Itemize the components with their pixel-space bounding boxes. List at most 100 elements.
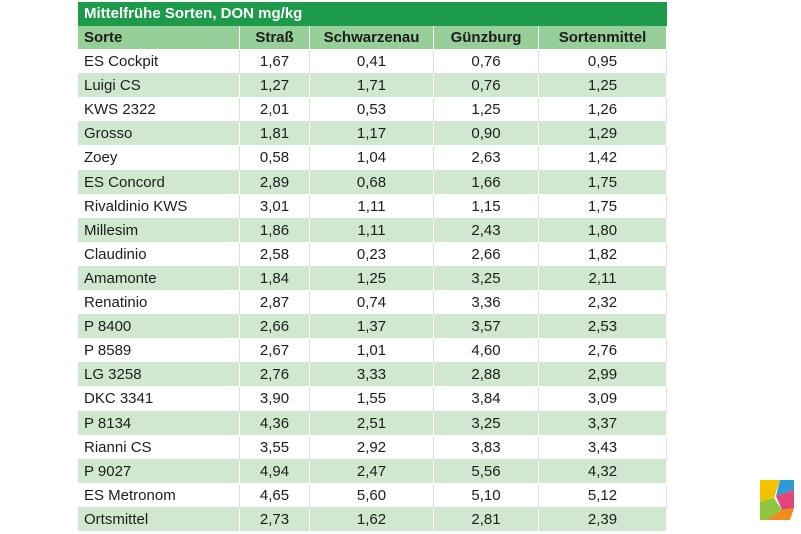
cell-guenzburg: 2,43 [434,218,539,243]
header-schwarzenau: Schwarzenau [310,26,434,51]
cell-guenzburg: 2,81 [434,507,539,532]
cell-strass: 1,84 [240,266,310,292]
cell-sortenmittel: 5,12 [539,483,667,508]
cell-guenzburg: 2,66 [434,242,539,267]
cell-sortenmittel: 1,80 [539,218,667,243]
cell-sortenmittel: 2,99 [539,363,667,388]
cell-guenzburg: 1,66 [434,170,539,195]
cell-guenzburg: 5,10 [434,483,539,508]
cell-sortenmittel: 2,53 [539,315,667,340]
cell-sorte: Grosso [78,122,240,147]
cell-strass: 4,94 [240,459,310,484]
cell-guenzburg: 3,57 [434,315,539,340]
cell-strass: 1,86 [240,218,310,243]
cell-sorte: Zoey [78,146,240,171]
cell-sortenmittel: 3,37 [539,411,667,436]
cell-sorte: Rivaldinio KWS [78,194,240,219]
header-guenzburg: Günzburg [434,26,539,51]
cell-strass: 2,01 [240,98,310,123]
cell-schwarzenau: 2,47 [310,459,434,484]
header-sortenmittel: Sortenmittel [539,26,667,51]
table-title: Mittelfrühe Sorten, DON mg/kg [78,2,667,26]
cell-guenzburg: 0,90 [434,122,539,147]
cell-strass: 4,36 [240,411,310,436]
cell-schwarzenau: 0,74 [310,291,434,316]
cell-guenzburg: 2,88 [434,363,539,388]
cell-sortenmittel: 0,95 [539,50,667,75]
cell-sortenmittel: 1,26 [539,98,667,123]
cell-strass: 1,81 [240,122,310,147]
data-table: Mittelfrühe Sorten, DON mg/kg Sorte Stra… [78,2,667,532]
cell-strass: 2,87 [240,291,310,316]
cell-sorte: Amamonte [78,266,240,292]
cell-schwarzenau: 0,68 [310,170,434,195]
header-strass: Straß [240,26,310,51]
cell-sorte: KWS 2322 [78,98,240,123]
cell-sorte: Millesim [78,218,240,243]
table-grid: Sorte Straß Schwarzenau Günzburg Sortenm… [78,26,667,532]
cell-schwarzenau: 0,23 [310,242,434,267]
cell-guenzburg: 3,25 [434,411,539,436]
cell-sortenmittel: 2,32 [539,291,667,316]
cell-schwarzenau: 1,25 [310,266,434,292]
cell-schwarzenau: 1,11 [310,218,434,243]
cell-sortenmittel: 2,39 [539,507,667,532]
cell-sortenmittel: 1,75 [539,194,667,219]
cell-sortenmittel: 1,42 [539,146,667,171]
cell-sorte: Ortsmittel [78,507,240,532]
cell-schwarzenau: 1,04 [310,146,434,171]
cell-guenzburg: 3,36 [434,291,539,316]
cell-guenzburg: 4,60 [434,339,539,364]
cell-strass: 2,73 [240,507,310,532]
cell-sorte: ES Metronom [78,483,240,508]
cell-sortenmittel: 3,09 [539,387,667,412]
cell-sorte: DKC 3341 [78,387,240,412]
cell-guenzburg: 2,63 [434,146,539,171]
cell-schwarzenau: 1,71 [310,74,434,99]
cell-sortenmittel: 1,82 [539,242,667,267]
header-sorte: Sorte [78,26,240,51]
cell-sortenmittel: 3,43 [539,435,667,460]
cell-strass: 1,27 [240,74,310,99]
cell-sortenmittel: 2,76 [539,339,667,364]
cell-guenzburg: 1,15 [434,194,539,219]
cell-schwarzenau: 0,41 [310,50,434,75]
cell-sorte: Luigi CS [78,74,240,99]
cell-sorte: P 8134 [78,411,240,436]
cell-sortenmittel: 1,75 [539,170,667,195]
cell-sorte: P 8589 [78,339,240,364]
publisher-logo-icon [760,480,794,520]
cell-sortenmittel: 1,25 [539,74,667,99]
cell-strass: 2,89 [240,170,310,195]
cell-sortenmittel: 2,11 [539,266,667,292]
cell-sorte: Renatinio [78,291,240,316]
cell-sortenmittel: 1,29 [539,122,667,147]
cell-guenzburg: 0,76 [434,74,539,99]
cell-sorte: LG 3258 [78,363,240,388]
cell-sorte: ES Cockpit [78,50,240,75]
cell-strass: 4,65 [240,483,310,508]
cell-guenzburg: 3,25 [434,266,539,292]
cell-sortenmittel: 4,32 [539,459,667,484]
cell-strass: 3,01 [240,194,310,219]
cell-schwarzenau: 1,55 [310,387,434,412]
cell-strass: 2,76 [240,363,310,388]
cell-sorte: P 8400 [78,315,240,340]
cell-sorte: ES Concord [78,170,240,195]
cell-strass: 2,66 [240,315,310,340]
cell-strass: 2,58 [240,242,310,267]
cell-schwarzenau: 1,01 [310,339,434,364]
cell-sorte: Rianni CS [78,435,240,460]
cell-strass: 2,67 [240,339,310,364]
cell-schwarzenau: 0,53 [310,98,434,123]
cell-strass: 3,55 [240,435,310,460]
cell-schwarzenau: 1,17 [310,122,434,147]
cell-guenzburg: 5,56 [434,459,539,484]
cell-schwarzenau: 2,51 [310,411,434,436]
cell-schwarzenau: 2,92 [310,435,434,460]
cell-schwarzenau: 3,33 [310,363,434,388]
cell-guenzburg: 3,84 [434,387,539,412]
cell-strass: 3,90 [240,387,310,412]
cell-guenzburg: 0,76 [434,50,539,75]
cell-sorte: Claudinio [78,242,240,267]
